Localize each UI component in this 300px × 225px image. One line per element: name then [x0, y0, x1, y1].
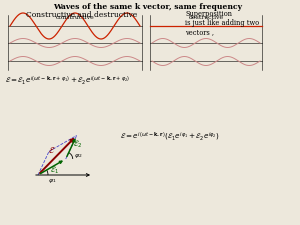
Text: constructive: constructive [56, 15, 94, 20]
Text: $\mathcal{E}_1$: $\mathcal{E}_1$ [50, 165, 59, 176]
Text: $\varphi_2$: $\varphi_2$ [74, 152, 82, 160]
Text: Superposition
is just like adding two
vectors ,: Superposition is just like adding two ve… [185, 10, 259, 36]
Text: $\mathcal{E} = e^{i(\omega t - \mathbf{k.r})} \left(\mathcal{E}_1 e^{i\varphi_1}: $\mathcal{E} = e^{i(\omega t - \mathbf{k… [120, 130, 220, 142]
Text: Waves of the same k vector, same frequency: Waves of the same k vector, same frequen… [53, 3, 242, 11]
Text: $\varphi_1$: $\varphi_1$ [48, 177, 56, 185]
Text: destructive: destructive [188, 15, 224, 20]
Text: $\mathcal{E} = \mathcal{E}_1 e^{i(\omega t - \mathbf{k.r}+\varphi_1)} + \mathcal: $\mathcal{E} = \mathcal{E}_1 e^{i(\omega… [5, 75, 130, 87]
Text: $\mathcal{E}_2$: $\mathcal{E}_2$ [73, 138, 83, 150]
Text: Constructive and destructive: Constructive and destructive [26, 11, 138, 19]
Text: $\mathcal{E}$: $\mathcal{E}$ [48, 145, 56, 155]
